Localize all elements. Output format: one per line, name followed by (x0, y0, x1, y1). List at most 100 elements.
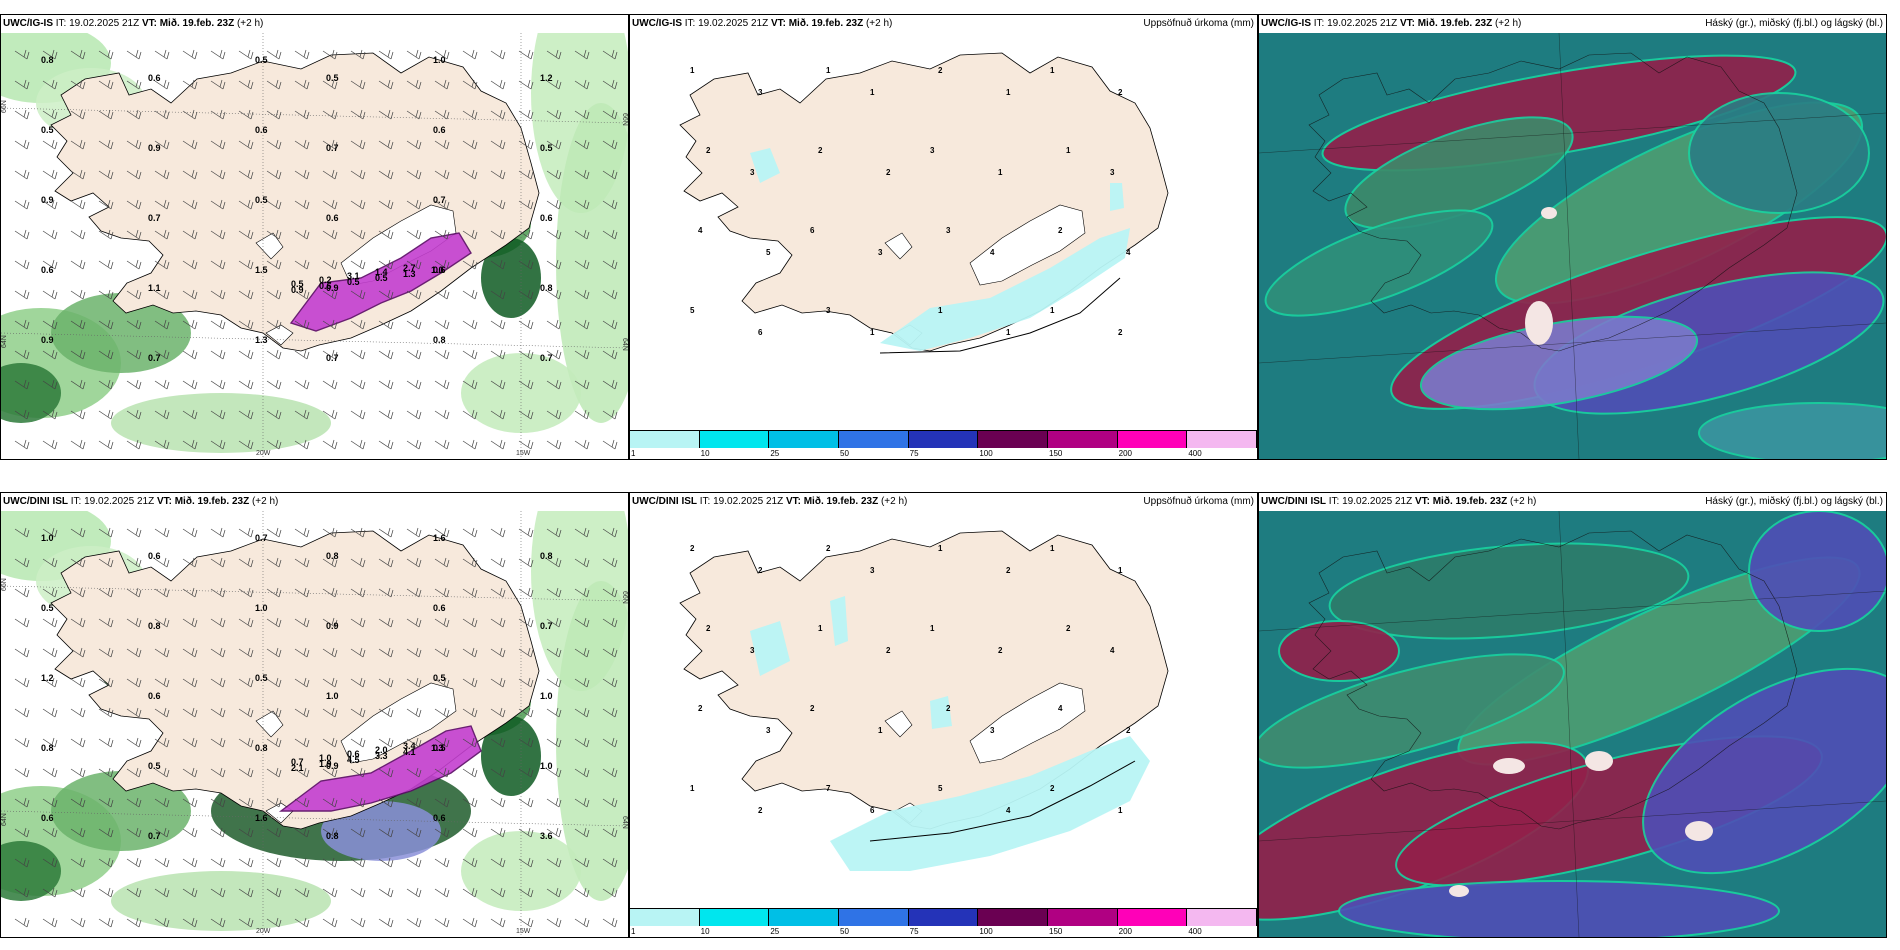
wind-barb-icon (70, 379, 86, 390)
wind-barb-icon (462, 169, 478, 180)
colorbar-swatch (839, 909, 909, 926)
wind-barb-icon (154, 707, 170, 718)
wind-barb-icon (14, 857, 30, 868)
wind-barb-icon (126, 109, 142, 120)
wind-barb-icon (266, 109, 282, 120)
wind-barb-icon (294, 767, 310, 778)
wind-barb-icon (154, 527, 170, 538)
wind-barb-icon (350, 797, 366, 808)
wind-barb-icon (210, 557, 226, 568)
wind-barb-icon (546, 887, 562, 898)
wind-barb-icon (546, 527, 562, 538)
wind-barb-icon (294, 677, 310, 688)
longitude-label: 15W (516, 450, 531, 457)
colorbar-tick-label: 400 (1188, 449, 1202, 458)
precip-contour-label: 3 (750, 168, 755, 177)
wind-barb-icon (462, 767, 478, 778)
wind-barb-icon (266, 289, 282, 300)
wind-barb-icon (350, 707, 366, 718)
iceland-outline (1308, 52, 1798, 352)
precip-contour-label: 2 (938, 66, 943, 75)
wind-barb-icon (462, 587, 478, 598)
wind-map-panel-row2: UWC/DINI ISL IT: 19.02.2025 21Z VT: Mið.… (0, 492, 629, 938)
precip-shading (556, 581, 628, 901)
precip-value-label: 0.5 (255, 55, 268, 65)
wind-barb-icon (462, 139, 478, 150)
wind-barb-icon (294, 379, 310, 390)
wind-barb-icon (322, 109, 338, 120)
wind-barb-icon (238, 827, 254, 838)
wind-barb-icon (14, 647, 30, 658)
wind-barb-icon (602, 109, 618, 120)
colorbar-swatch (769, 431, 839, 448)
precip-shading (51, 293, 191, 373)
wind-barb-icon (182, 379, 198, 390)
wind-barb-icon (434, 707, 450, 718)
wind-barb-icon (406, 319, 422, 330)
wind-barb-icon (238, 79, 254, 90)
colorbar-swatch (978, 909, 1048, 926)
wind-barb-icon (322, 379, 338, 390)
wind-barb-icon (42, 797, 58, 808)
latitude-label: 66N (1, 100, 8, 113)
wind-barb-icon (350, 677, 366, 688)
wind-barb-icon (378, 527, 394, 538)
wind-barb-icon (126, 199, 142, 210)
colorbar-tick-label: 25 (770, 927, 780, 936)
wind-barb-icon (294, 617, 310, 628)
wind-barb-icon (266, 737, 282, 748)
precip-value-label: 2.0 (375, 745, 388, 755)
wind-barb-icon (378, 797, 394, 808)
wind-barb-icon (574, 917, 590, 928)
wind-barb-icon (406, 439, 422, 450)
wind-barb-icon (182, 169, 198, 180)
precip-value-label: 1.0 (540, 691, 553, 701)
wind-barb-icon (42, 229, 58, 240)
wind-barb-icon (462, 109, 478, 120)
iceland-landmass (50, 530, 540, 830)
colorbar-tick-label: 150 (1049, 449, 1063, 458)
wind-barb-icon (518, 527, 534, 538)
wind-barb-icon (70, 229, 86, 240)
wind-barb-icon (434, 229, 450, 240)
wind-barb-icon (434, 887, 450, 898)
wind-barb-icon (546, 827, 562, 838)
wind-barb-icon (98, 409, 114, 420)
wind-barb-icon (322, 797, 338, 808)
wind-barb-icon (70, 767, 86, 778)
wind-barb-icon (406, 857, 422, 868)
wind-barb-icon (238, 557, 254, 568)
wind-barb-icon (266, 79, 282, 90)
wind-barb-icon (434, 827, 450, 838)
wind-barb-icon (42, 49, 58, 60)
wind-barb-icon (294, 169, 310, 180)
colorbar-swatch (839, 431, 909, 448)
wind-barb-icon (490, 79, 506, 90)
wind-barb-icon (490, 259, 506, 270)
wind-barb-icon (434, 767, 450, 778)
wind-barb-icon (14, 557, 30, 568)
precip-value-label: 1.0 (255, 603, 268, 613)
wind-barb-icon (294, 49, 310, 60)
wind-barb-icon (574, 79, 590, 90)
wind-barb-icon (294, 139, 310, 150)
wind-barb-icon (238, 169, 254, 180)
wind-barb-icon (98, 289, 114, 300)
wind-barb-icon (462, 827, 478, 838)
precip-title: Uppsöfnuð úrkoma (mm) (1143, 496, 1254, 507)
latitude-label: 64N (1, 335, 8, 348)
wind-barb-icon (602, 707, 618, 718)
wind-barb-icon (378, 139, 394, 150)
precip-value-label: 0.7 (291, 757, 304, 767)
panel-header: UWC/DINI ISL IT: 19.02.2025 21Z VT: Mið.… (3, 496, 279, 507)
wind-barb-icon (14, 797, 30, 808)
wind-barb-icon (602, 587, 618, 598)
precip-value-label: 0.8 (255, 743, 268, 753)
wind-barb-icon (238, 707, 254, 718)
wind-barb-icon (350, 229, 366, 240)
wind-barb-icon (546, 857, 562, 868)
wind-barb-icon (42, 557, 58, 568)
wind-barb-icon (350, 557, 366, 568)
wind-barb-icon (154, 229, 170, 240)
wind-barb-icon (574, 737, 590, 748)
